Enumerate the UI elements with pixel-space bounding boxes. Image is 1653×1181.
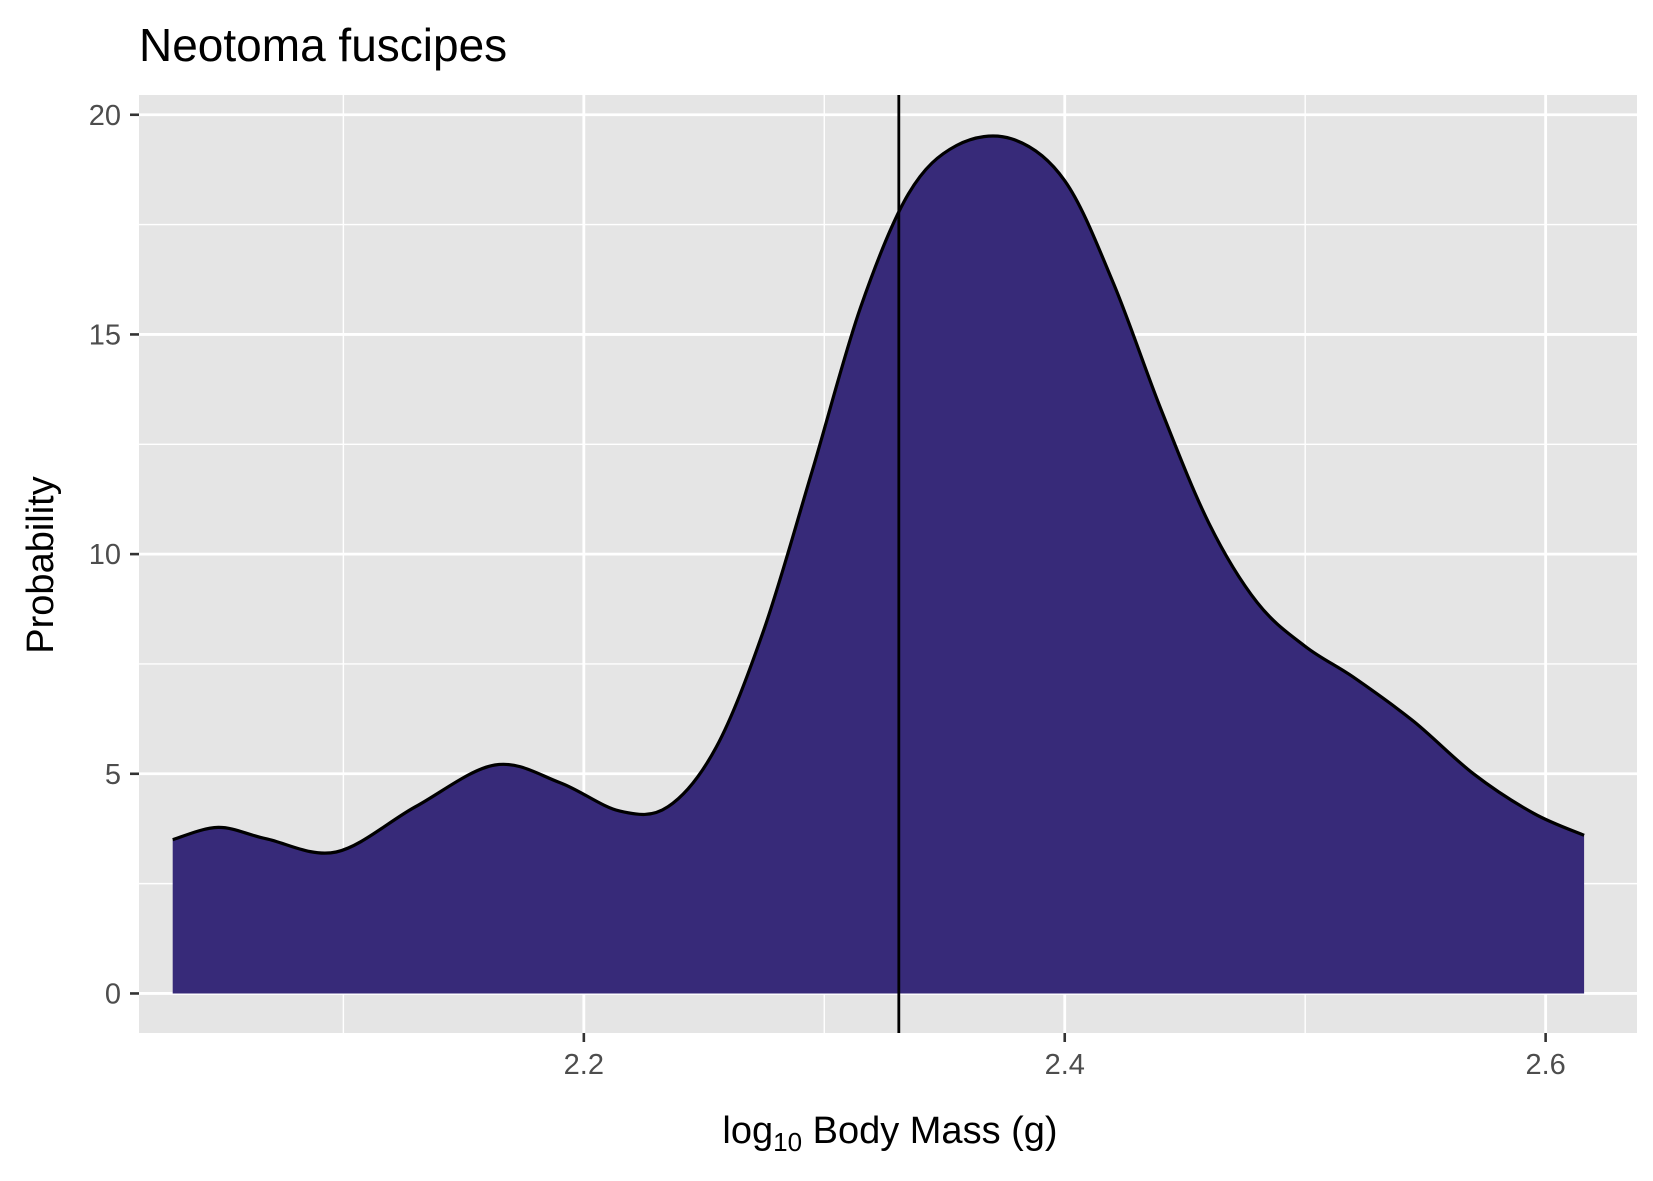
chart-title: Neotoma fuscipes: [139, 19, 507, 71]
density-outline: [172, 134, 1585, 855]
y-tick-label: 15: [89, 319, 121, 351]
x-axis: 2.2 2.4 2.6: [564, 1033, 1566, 1081]
x-axis-title-subscript: 10: [773, 1127, 802, 1157]
x-tick-label: 2.4: [1045, 1049, 1085, 1081]
density-area: [172, 136, 1585, 994]
y-tick-label: 5: [105, 759, 121, 791]
x-tick-label: 2.2: [564, 1049, 604, 1081]
y-tick-label: 20: [89, 100, 121, 132]
x-axis-title-main: log: [722, 1110, 773, 1152]
y-axis-title: Probability: [20, 476, 62, 653]
x-tick-label: 2.6: [1525, 1049, 1565, 1081]
x-axis-title: log10 Body Mass (g): [722, 1110, 1057, 1157]
x-axis-title-rest: Body Mass (g): [802, 1110, 1058, 1152]
y-tick-label: 10: [89, 539, 121, 571]
y-axis: 0 5 10 15 20: [89, 100, 139, 1010]
y-tick-label: 0: [105, 978, 121, 1010]
